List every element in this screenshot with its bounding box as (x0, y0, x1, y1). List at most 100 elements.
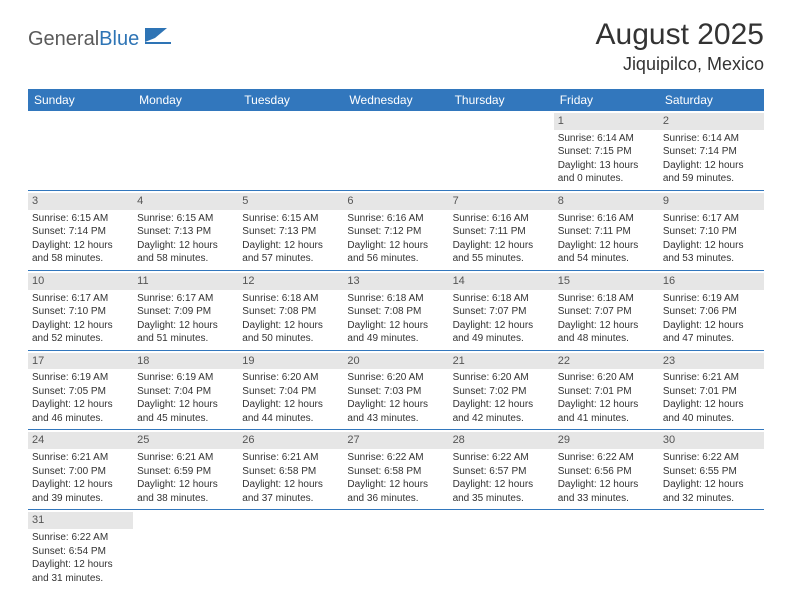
daylight-text: Daylight: 12 hours and 51 minutes. (137, 319, 234, 346)
day-header-saturday: Saturday (659, 89, 764, 111)
day-cell: 12 Sunrise: 6:18 AMSunset: 7:08 PMDayligh… (238, 271, 343, 350)
day-number: 6 (343, 193, 448, 210)
day-cell: 5Sunrise: 6:15 AMSunset: 7:13 PMDaylight… (238, 191, 343, 270)
day-cell: 4Sunrise: 6:15 AMSunset: 7:13 PMDaylight… (133, 191, 238, 270)
sunset-text: Sunset: 7:01 PM (663, 385, 760, 399)
day-number: 10 (28, 273, 133, 290)
sunrise-text: Sunrise: 6:19 AM (663, 292, 760, 306)
sunset-text: Sunset: 7:00 PM (32, 465, 129, 479)
day-number: 25 (133, 432, 238, 449)
day-cell: 11Sunrise: 6:17 AMSunset: 7:09 PMDayligh… (133, 271, 238, 350)
daylight-text: Daylight: 12 hours and 33 minutes. (558, 478, 655, 505)
sunrise-text: Sunrise: 6:22 AM (347, 451, 444, 465)
sunrise-text: Sunrise: 6:21 AM (242, 451, 339, 465)
day-cell: 21Sunrise: 6:20 AMSunset: 7:02 PMDayligh… (449, 351, 554, 430)
flag-icon (145, 28, 171, 51)
sunrise-text: Sunrise: 6:21 AM (137, 451, 234, 465)
day-cell: 19Sunrise: 6:20 AMSunset: 7:04 PMDayligh… (238, 351, 343, 430)
day-cell: 28Sunrise: 6:22 AMSunset: 6:57 PMDayligh… (449, 430, 554, 509)
day-cell: 20Sunrise: 6:20 AMSunset: 7:03 PMDayligh… (343, 351, 448, 430)
daylight-text: Daylight: 12 hours and 48 minutes. (558, 319, 655, 346)
day-number: 14 (449, 273, 554, 290)
day-cell: 7Sunrise: 6:16 AMSunset: 7:11 PMDaylight… (449, 191, 554, 270)
day-number: 8 (554, 193, 659, 210)
daylight-text: Daylight: 12 hours and 45 minutes. (137, 398, 234, 425)
day-cell-empty (238, 111, 343, 190)
sunset-text: Sunset: 6:55 PM (663, 465, 760, 479)
sunrise-text: Sunrise: 6:17 AM (663, 212, 760, 226)
day-number: 13 (343, 273, 448, 290)
week-row: 17Sunrise: 6:19 AMSunset: 7:05 PMDayligh… (28, 351, 764, 431)
day-number: 28 (449, 432, 554, 449)
sunrise-text: Sunrise: 6:17 AM (32, 292, 129, 306)
day-cell: 10 Sunrise: 6:17 AMSunset: 7:10 PMDayligh… (28, 271, 133, 350)
day-number: 5 (238, 193, 343, 210)
day-cell-empty (343, 111, 448, 190)
day-cell-empty (133, 111, 238, 190)
day-number: 23 (659, 353, 764, 370)
sunset-text: Sunset: 7:12 PM (347, 225, 444, 239)
day-number: 7 (449, 193, 554, 210)
week-row: 3Sunrise: 6:15 AMSunset: 7:14 PMDaylight… (28, 191, 764, 271)
daylight-text: Daylight: 12 hours and 35 minutes. (453, 478, 550, 505)
week-row: 24Sunrise: 6:21 AMSunset: 7:00 PMDayligh… (28, 430, 764, 510)
day-number: 18 (133, 353, 238, 370)
daylight-text: Daylight: 12 hours and 56 minutes. (347, 239, 444, 266)
sunset-text: Sunset: 7:04 PM (242, 385, 339, 399)
sunset-text: Sunset: 7:11 PM (453, 225, 550, 239)
daylight-text: Daylight: 12 hours and 44 minutes. (242, 398, 339, 425)
day-cell: 31Sunrise: 6:22 AMSunset: 6:54 PMDayligh… (28, 510, 133, 589)
daylight-text: Daylight: 12 hours and 37 minutes. (242, 478, 339, 505)
day-number: 22 (554, 353, 659, 370)
day-number: 20 (343, 353, 448, 370)
daylight-text: Daylight: 12 hours and 49 minutes. (453, 319, 550, 346)
sunset-text: Sunset: 7:08 PM (347, 305, 444, 319)
logo: General Blue (28, 28, 171, 51)
sunrise-text: Sunrise: 6:15 AM (32, 212, 129, 226)
sunset-text: Sunset: 7:11 PM (558, 225, 655, 239)
day-cell: 3Sunrise: 6:15 AMSunset: 7:14 PMDaylight… (28, 191, 133, 270)
sunrise-text: Sunrise: 6:21 AM (32, 451, 129, 465)
sunrise-text: Sunrise: 6:15 AM (137, 212, 234, 226)
daylight-text: Daylight: 12 hours and 49 minutes. (347, 319, 444, 346)
logo-text-general: General (28, 28, 99, 51)
sunset-text: Sunset: 6:56 PM (558, 465, 655, 479)
day-cell-empty (343, 510, 448, 589)
day-number: 30 (659, 432, 764, 449)
day-cell-empty (28, 111, 133, 190)
daylight-text: Daylight: 12 hours and 32 minutes. (663, 478, 760, 505)
day-cell: 13 Sunrise: 6:18 AMSunset: 7:08 PMDayligh… (343, 271, 448, 350)
sunset-text: Sunset: 7:08 PM (242, 305, 339, 319)
sunset-text: Sunset: 7:13 PM (137, 225, 234, 239)
sunset-text: Sunset: 7:14 PM (663, 145, 760, 159)
sunset-text: Sunset: 7:05 PM (32, 385, 129, 399)
daylight-text: Daylight: 12 hours and 50 minutes. (242, 319, 339, 346)
sunrise-text: Sunrise: 6:19 AM (32, 371, 129, 385)
daylight-text: Daylight: 12 hours and 58 minutes. (137, 239, 234, 266)
day-cell: 23Sunrise: 6:21 AMSunset: 7:01 PMDayligh… (659, 351, 764, 430)
sunrise-text: Sunrise: 6:18 AM (242, 292, 339, 306)
sunset-text: Sunset: 7:07 PM (558, 305, 655, 319)
sunrise-text: Sunrise: 6:19 AM (137, 371, 234, 385)
sunset-text: Sunset: 7:10 PM (32, 305, 129, 319)
sunset-text: Sunset: 7:04 PM (137, 385, 234, 399)
day-number: 1 (554, 113, 659, 130)
sunset-text: Sunset: 7:10 PM (663, 225, 760, 239)
day-cell-empty (659, 510, 764, 589)
sunrise-text: Sunrise: 6:21 AM (663, 371, 760, 385)
sunrise-text: Sunrise: 6:18 AM (347, 292, 444, 306)
day-cell-empty (554, 510, 659, 589)
day-cell: 18Sunrise: 6:19 AMSunset: 7:04 PMDayligh… (133, 351, 238, 430)
sunset-text: Sunset: 7:13 PM (242, 225, 339, 239)
day-header-monday: Monday (133, 89, 238, 111)
day-header-friday: Friday (554, 89, 659, 111)
sunrise-text: Sunrise: 6:16 AM (347, 212, 444, 226)
day-cell: 29Sunrise: 6:22 AMSunset: 6:56 PMDayligh… (554, 430, 659, 509)
day-number: 12 (238, 273, 343, 290)
daylight-text: Daylight: 12 hours and 52 minutes. (32, 319, 129, 346)
day-cell-empty (133, 510, 238, 589)
daylight-text: Daylight: 12 hours and 31 minutes. (32, 558, 129, 585)
day-cell: 6 Sunrise: 6:16 AMSunset: 7:12 PMDaylight… (343, 191, 448, 270)
day-cell: 16Sunrise: 6:19 AMSunset: 7:06 PMDayligh… (659, 271, 764, 350)
day-number: 29 (554, 432, 659, 449)
